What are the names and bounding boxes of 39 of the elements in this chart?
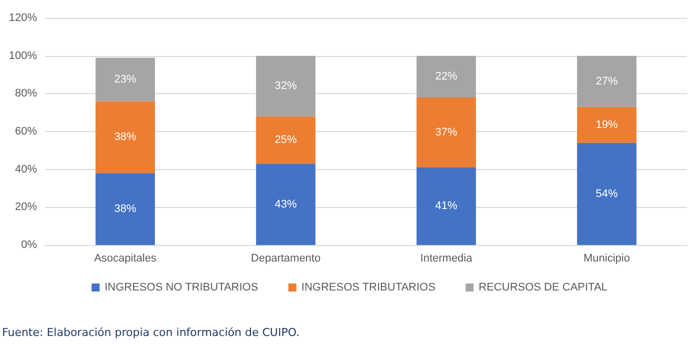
- y-tick-label: 80%: [14, 88, 38, 100]
- x-tick-label: Intermedia: [420, 252, 474, 264]
- data-label: 27%: [596, 75, 618, 88]
- source-note: Fuente: Elaboración propia con información de CUIPO.: [2, 326, 300, 339]
- y-tick-label: 120%: [8, 12, 38, 24]
- bar: [577, 56, 636, 107]
- y-tick-label: 60%: [14, 126, 38, 138]
- bar: [416, 167, 476, 245]
- y-tick-label: 20%: [14, 201, 38, 214]
- x-tick-label: Departamento: [250, 252, 321, 264]
- data-label: 38%: [114, 131, 136, 144]
- data-label: 19%: [596, 118, 618, 131]
- bar: [96, 58, 155, 102]
- bar: [577, 142, 636, 245]
- bar: [96, 101, 155, 174]
- y-tick-label: 40%: [14, 163, 38, 176]
- data-label: 54%: [596, 188, 618, 200]
- data-label: 32%: [274, 80, 297, 92]
- y-tick-label: 0%: [21, 239, 38, 251]
- bar: [256, 164, 316, 245]
- bar: [416, 97, 476, 168]
- legend-label: RECURSOS DE CAPITAL: [478, 282, 608, 294]
- x-tick-label: Municipio: [584, 252, 630, 264]
- data-label: 38%: [114, 203, 136, 216]
- y-tick-label: 100%: [8, 50, 38, 62]
- bar: [416, 56, 476, 98]
- data-label: 41%: [435, 200, 458, 212]
- data-label: 25%: [274, 134, 297, 146]
- legend-label: INGRESOS NO TRIBUTARIOS: [104, 282, 258, 294]
- x-tick-label: Asocapitales: [94, 252, 157, 264]
- data-label: 37%: [435, 126, 458, 138]
- bar: [256, 116, 316, 164]
- data-label: 22%: [435, 70, 458, 83]
- data-label: 23%: [114, 73, 136, 86]
- bar: [577, 106, 636, 143]
- bar: [96, 173, 155, 245]
- data-label: 43%: [274, 198, 297, 210]
- bar: [256, 56, 316, 116]
- legend-label: INGRESOS TRIBUTARIOS: [301, 282, 436, 294]
